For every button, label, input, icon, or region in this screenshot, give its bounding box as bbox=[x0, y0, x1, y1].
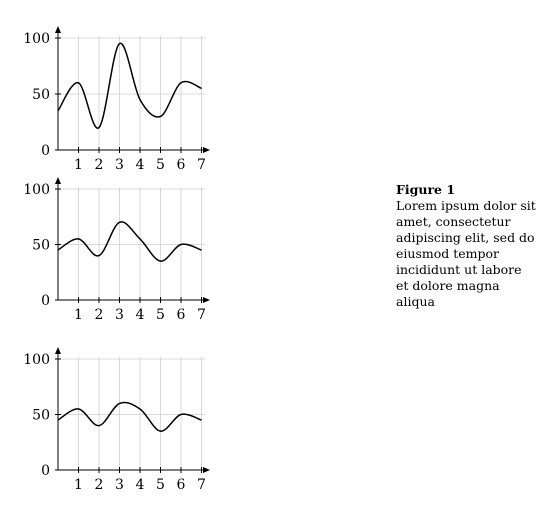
x-tick-label: 2 bbox=[95, 157, 104, 173]
y-tick-label: 0 bbox=[41, 293, 50, 309]
y-axis-arrow bbox=[55, 177, 61, 184]
chart-panel-1: 1 2 3 4 5 6 7 0 50 100 bbox=[23, 26, 210, 173]
y-tick-label: 50 bbox=[32, 408, 50, 424]
x-tick-label: 7 bbox=[197, 477, 206, 493]
y-tick-label: 0 bbox=[41, 463, 50, 479]
chart-panel-3: 1 2 3 4 5 6 7 0 50 100 bbox=[23, 347, 210, 493]
y-axis-arrow bbox=[55, 26, 61, 33]
x-tick-label: 3 bbox=[115, 307, 124, 323]
x-tick-label: 3 bbox=[115, 157, 124, 173]
x-tick-label: 5 bbox=[156, 157, 165, 173]
x-tick-label: 5 bbox=[156, 477, 165, 493]
x-tick-label: 6 bbox=[177, 157, 186, 173]
series-line bbox=[57, 401, 202, 432]
y-tick-label: 100 bbox=[23, 182, 50, 198]
caption-title: Figure 1 bbox=[396, 182, 456, 197]
x-tick-label: 1 bbox=[74, 477, 83, 493]
y-tick-label: 100 bbox=[23, 352, 50, 368]
x-axis-arrow bbox=[203, 147, 210, 153]
x-tick-label: 1 bbox=[74, 307, 83, 323]
x-tick-label: 7 bbox=[197, 307, 206, 323]
x-tick-label: 6 bbox=[177, 477, 186, 493]
y-tick-label: 50 bbox=[32, 87, 50, 103]
x-tick-label: 7 bbox=[197, 157, 206, 173]
series-line bbox=[57, 42, 202, 129]
x-tick-label: 3 bbox=[115, 477, 124, 493]
x-tick-label: 4 bbox=[136, 477, 145, 493]
figure-caption: Figure 1 Lorem ipsum dolor sit amet, con… bbox=[396, 182, 536, 310]
x-axis-arrow bbox=[203, 297, 210, 303]
x-tick-label: 4 bbox=[136, 307, 145, 323]
x-tick-label: 2 bbox=[95, 307, 104, 323]
x-tick-label: 1 bbox=[74, 157, 83, 173]
y-tick-label: 100 bbox=[23, 31, 50, 47]
x-tick-label: 2 bbox=[95, 477, 104, 493]
x-tick-label: 6 bbox=[177, 307, 186, 323]
x-axis-arrow bbox=[203, 467, 210, 473]
x-tick-label: 5 bbox=[156, 307, 165, 323]
caption-text: Lorem ipsum dolor sit amet, consectetur … bbox=[396, 198, 536, 309]
series-line bbox=[57, 221, 202, 262]
y-tick-label: 0 bbox=[41, 143, 50, 159]
y-axis-arrow bbox=[55, 347, 61, 354]
chart-panel-2: 1 2 3 4 5 6 7 0 50 100 bbox=[23, 177, 210, 323]
x-tick-label: 4 bbox=[136, 157, 145, 173]
y-tick-label: 50 bbox=[32, 238, 50, 254]
